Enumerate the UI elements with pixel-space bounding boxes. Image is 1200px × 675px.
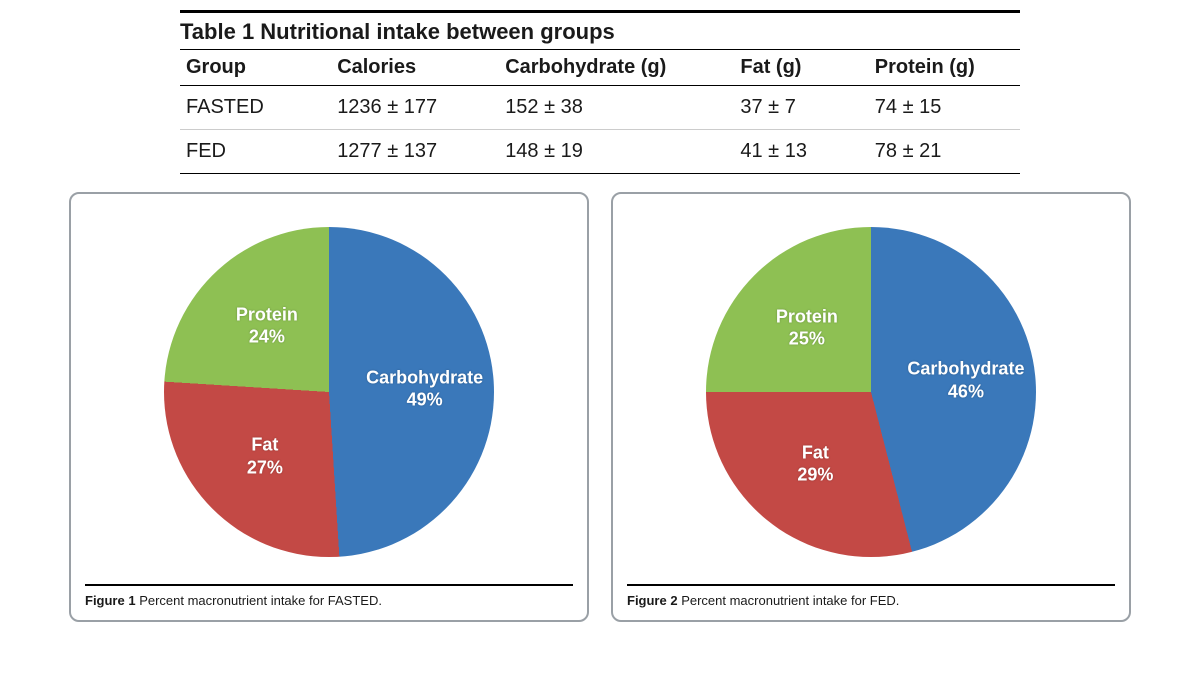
pie-chart-fasted: Carbohydrate49% Fat27% Protein24% [164,227,494,557]
charts-row: Carbohydrate49% Fat27% Protein24% Figure… [60,192,1140,622]
figure-caption-bold: Figure 1 [85,593,136,608]
cell-protein: 78 ± 21 [869,130,1020,174]
figure-caption-bar: Figure 2 Percent macronutrient intake fo… [627,584,1115,610]
table-row: FED 1277 ± 137 148 ± 19 41 ± 13 78 ± 21 [180,130,1020,174]
slice-label-fat: Fat29% [797,441,833,486]
page-root: Table 1 Nutritional intake between group… [0,0,1200,675]
col-protein: Protein (g) [869,50,1020,86]
figure-caption-text: Percent macronutrient intake for FED. [678,593,900,608]
slice-label-fat: Fat27% [247,434,283,479]
col-calories: Calories [331,50,499,86]
cell-group: FED [180,130,331,174]
cell-carb: 148 ± 19 [499,130,734,174]
col-group: Group [180,50,331,86]
col-fat: Fat (g) [734,50,868,86]
pie-holder: Carbohydrate46% Fat29% Protein25% [623,204,1119,580]
col-carb: Carbohydrate (g) [499,50,734,86]
figure-caption: Figure 1 Percent macronutrient intake fo… [85,593,382,608]
cell-calories: 1236 ± 177 [331,86,499,130]
pie-chart-fed: Carbohydrate46% Fat29% Protein25% [706,227,1036,557]
table-region: Table 1 Nutritional intake between group… [180,10,1020,174]
slice-label-protein: Protein25% [776,305,838,350]
cell-calories: 1277 ± 137 [331,130,499,174]
cell-fat: 37 ± 7 [734,86,868,130]
cell-carb: 152 ± 38 [499,86,734,130]
slice-label-carbohydrate: Carbohydrate46% [907,358,1024,403]
cell-group: FASTED [180,86,331,130]
pie-holder: Carbohydrate49% Fat27% Protein24% [81,204,577,580]
cell-protein: 74 ± 15 [869,86,1020,130]
figure-caption: Figure 2 Percent macronutrient intake fo… [627,593,899,608]
chart-box-fed: Carbohydrate46% Fat29% Protein25% Figure… [611,192,1131,622]
table-title: Table 1 Nutritional intake between group… [180,10,1020,49]
figure-caption-bar: Figure 1 Percent macronutrient intake fo… [85,584,573,610]
cell-fat: 41 ± 13 [734,130,868,174]
slice-label-protein: Protein24% [236,303,298,348]
figure-caption-bold: Figure 2 [627,593,678,608]
nutrition-table: Group Calories Carbohydrate (g) Fat (g) … [180,49,1020,174]
table-row: FASTED 1236 ± 177 152 ± 38 37 ± 7 74 ± 1… [180,86,1020,130]
chart-box-fasted: Carbohydrate49% Fat27% Protein24% Figure… [69,192,589,622]
figure-caption-text: Percent macronutrient intake for FASTED. [136,593,382,608]
slice-label-carbohydrate: Carbohydrate49% [366,366,483,411]
table-header-row: Group Calories Carbohydrate (g) Fat (g) … [180,50,1020,86]
